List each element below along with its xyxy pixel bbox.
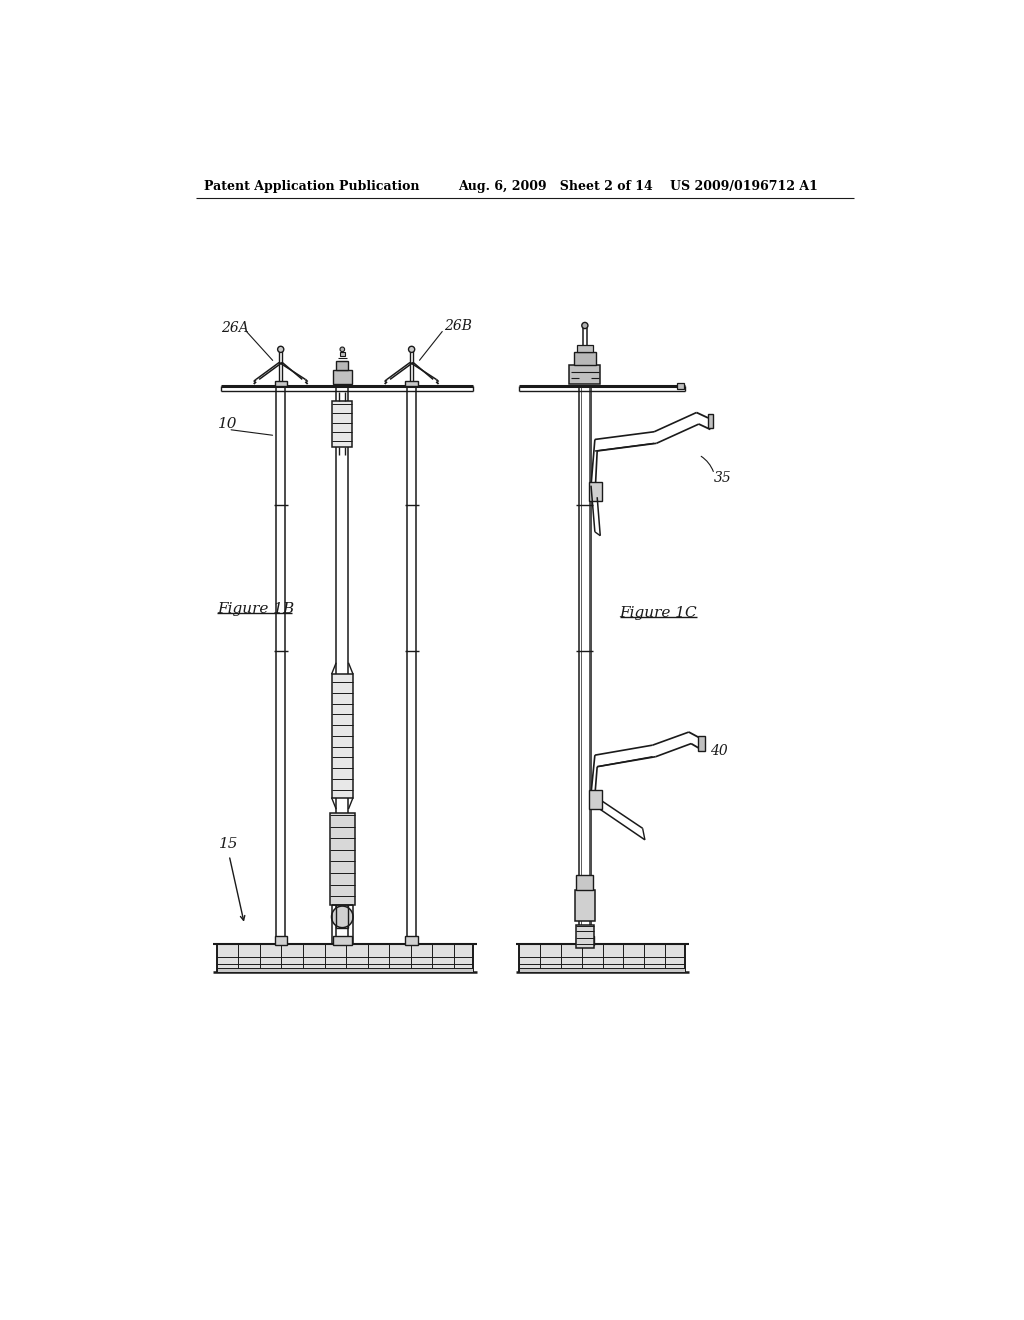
Bar bbox=[333, 370, 351, 384]
Bar bbox=[574, 890, 595, 921]
Text: 40: 40 bbox=[710, 744, 727, 758]
Bar bbox=[330, 813, 354, 906]
Bar bbox=[569, 364, 600, 384]
Text: Figure 1C: Figure 1C bbox=[620, 606, 697, 619]
Text: US 2009/0196712 A1: US 2009/0196712 A1 bbox=[670, 181, 817, 194]
Bar bbox=[574, 352, 596, 364]
Bar bbox=[577, 875, 593, 890]
Circle shape bbox=[332, 906, 353, 928]
Circle shape bbox=[278, 346, 284, 352]
Circle shape bbox=[340, 347, 345, 351]
Bar bbox=[575, 924, 594, 948]
Text: 15: 15 bbox=[219, 837, 239, 850]
Bar bbox=[332, 675, 353, 797]
Text: 26A: 26A bbox=[221, 321, 249, 335]
Bar bbox=[274, 936, 287, 945]
Bar bbox=[406, 936, 418, 945]
Bar bbox=[274, 381, 287, 385]
Bar bbox=[575, 936, 594, 945]
Bar bbox=[590, 482, 602, 502]
Text: Patent Application Publication: Patent Application Publication bbox=[204, 181, 419, 194]
Text: Aug. 6, 2009   Sheet 2 of 14: Aug. 6, 2009 Sheet 2 of 14 bbox=[458, 181, 652, 194]
Circle shape bbox=[582, 322, 588, 329]
Bar bbox=[578, 345, 593, 352]
Text: 10: 10 bbox=[217, 417, 238, 432]
Text: 26B: 26B bbox=[444, 319, 472, 333]
Bar bbox=[590, 789, 602, 809]
Bar bbox=[340, 351, 345, 356]
Bar bbox=[333, 401, 352, 447]
Bar bbox=[677, 383, 684, 388]
Bar bbox=[519, 968, 685, 973]
Bar bbox=[708, 414, 714, 428]
Text: Figure 1B: Figure 1B bbox=[217, 602, 294, 616]
Bar bbox=[336, 360, 348, 370]
Bar bbox=[217, 944, 473, 970]
Bar bbox=[333, 936, 351, 945]
Bar bbox=[217, 968, 473, 973]
Circle shape bbox=[409, 346, 415, 352]
Bar bbox=[406, 381, 418, 385]
Text: 35: 35 bbox=[714, 471, 732, 484]
Bar bbox=[698, 737, 705, 751]
Bar bbox=[519, 944, 685, 970]
